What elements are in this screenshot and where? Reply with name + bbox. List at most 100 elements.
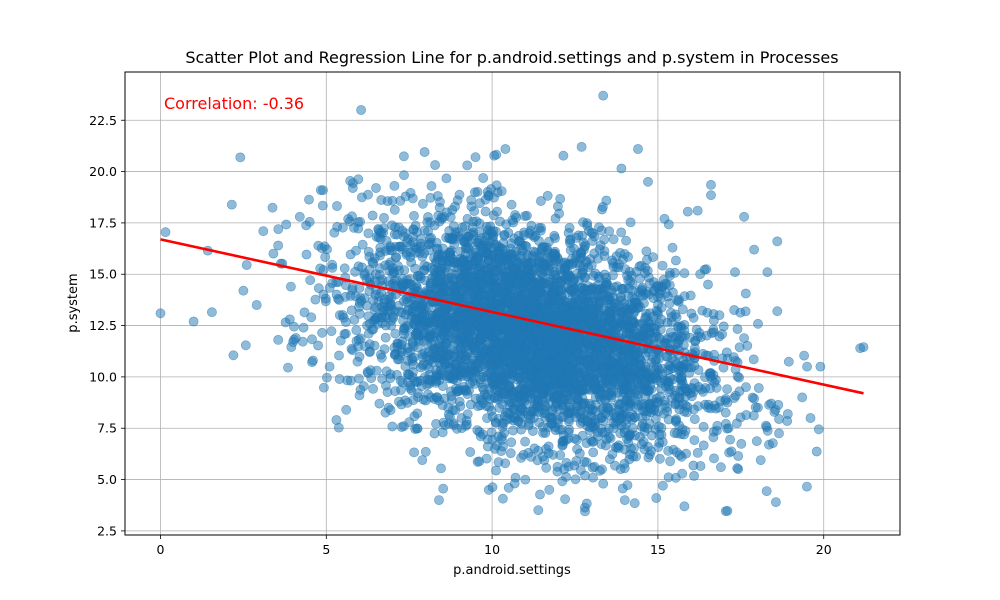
scatter-point [327, 259, 337, 270]
scatter-point [637, 421, 647, 432]
scatter-point [689, 343, 700, 353]
scatter-point [557, 394, 568, 405]
scatter-point [478, 297, 489, 308]
scatter-point [347, 183, 358, 193]
scatter-point [340, 291, 351, 302]
scatter-point [523, 410, 534, 421]
plot-frame [124, 71, 901, 536]
scatter-point [749, 244, 759, 255]
scatter-point [772, 236, 783, 247]
scatter-point [654, 288, 665, 299]
scatter-point [549, 374, 559, 385]
scatter-point [467, 324, 478, 335]
scatter-point [319, 241, 330, 252]
scatter-point [585, 254, 596, 265]
scatter-point [543, 441, 554, 452]
scatter-point [492, 206, 502, 217]
scatter-point [564, 270, 574, 280]
x-tick-label: 0 [157, 542, 165, 557]
scatter-point [797, 392, 808, 403]
scatter-point [464, 334, 475, 345]
scatter-point [508, 425, 518, 436]
scatter-point [364, 346, 375, 357]
scatter-point [679, 268, 690, 279]
scatter-point [453, 227, 464, 237]
scatter-point [160, 227, 171, 238]
scatter-point [619, 463, 630, 474]
scatter-point [706, 190, 716, 201]
scatter-point [641, 246, 652, 257]
scatter-point [643, 176, 653, 187]
scatter-point [331, 289, 342, 300]
scatter-point [716, 462, 726, 473]
scatter-point [692, 447, 703, 458]
scatter-point [398, 151, 409, 162]
scatter-point [407, 367, 418, 377]
scatter-point [389, 180, 400, 191]
scatter-point [533, 282, 543, 293]
scatter-point [413, 392, 423, 403]
scatter-point [299, 307, 310, 318]
scatter-point [313, 340, 323, 351]
scatter-point [455, 256, 466, 267]
scatter-point [500, 144, 511, 154]
scatter-point [548, 392, 559, 403]
scatter-point [669, 428, 680, 438]
scatter-point [432, 392, 442, 402]
scatter-point [525, 369, 536, 380]
scatter-point [558, 303, 569, 314]
scatter-point [614, 363, 625, 374]
scatter-point [772, 306, 783, 317]
scatter-point [542, 190, 553, 201]
scatter-point [565, 384, 575, 394]
scatter-point [408, 341, 419, 351]
scatter-point [492, 187, 503, 198]
scatter-point [576, 269, 587, 280]
scatter-point [703, 399, 714, 410]
scatter-point [417, 251, 428, 262]
scatter-point [660, 278, 670, 289]
scatter-point [657, 437, 668, 447]
y-tick-label: 12.5 [89, 318, 117, 333]
scatter-point [753, 383, 764, 393]
scatter-point [523, 336, 534, 347]
scatter-point [417, 307, 428, 318]
scatter-point [522, 259, 532, 270]
scatter-point [685, 332, 695, 343]
scatter-point [318, 289, 329, 300]
scatter-point [338, 312, 349, 323]
scatter-point [579, 366, 590, 377]
scatter-point [645, 278, 655, 289]
scatter-point [675, 374, 686, 384]
scatter-point [516, 354, 527, 364]
scatter-point [409, 447, 419, 458]
scatter-point [301, 249, 312, 260]
y-tick-label: 7.5 [97, 421, 117, 436]
scatter-point [498, 287, 509, 298]
scatter-point [563, 433, 574, 444]
scatter-point [317, 200, 328, 211]
scatter-point [635, 370, 645, 380]
scatter-point [510, 210, 520, 220]
scatter-point [523, 272, 534, 283]
scatter-point [656, 422, 667, 433]
scatter-point [664, 270, 675, 281]
scatter-point [370, 302, 381, 313]
scatter-point [665, 456, 675, 467]
scatter-point [530, 230, 541, 241]
scatter-point [641, 386, 652, 396]
scatter-point [679, 501, 690, 512]
scatter-point [459, 361, 469, 372]
scatter-point [625, 217, 636, 228]
scatter-point [385, 241, 396, 251]
scatter-point [376, 195, 387, 205]
scatter-point [551, 333, 561, 344]
scatter-point [750, 402, 761, 413]
x-tick-label: 5 [322, 542, 330, 557]
scatter-point [569, 243, 579, 254]
scatter-point [604, 368, 614, 378]
scatter-point [720, 407, 731, 418]
scatter-point [762, 267, 773, 278]
scatter-point [455, 246, 466, 257]
scatter-point [462, 409, 473, 419]
